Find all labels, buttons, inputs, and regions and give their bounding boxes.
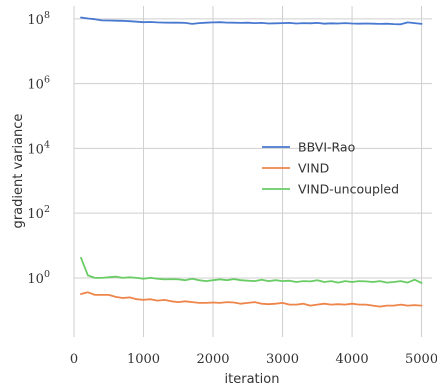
- y-tick-exponent: 0: [44, 269, 50, 280]
- x-tick-label: 1000: [127, 352, 160, 367]
- x-tick-label: 5000: [405, 352, 437, 367]
- y-tick-base: 10: [27, 13, 44, 28]
- y-axis-label: gradient variance: [11, 114, 26, 229]
- y-tick-base: 10: [27, 78, 44, 93]
- y-tick-exponent: 2: [44, 204, 50, 215]
- series-layer: [80, 16, 423, 308]
- y-tick-label: 108: [27, 10, 50, 28]
- legend: BBVI-Rao VIND VIND-uncoupled: [262, 140, 399, 197]
- y-tick-label: 102: [27, 204, 50, 222]
- x-tick-labels: 0 1000 2000 3000 4000 5000: [70, 352, 437, 367]
- y-tick-base: 10: [27, 272, 44, 287]
- y-tick-label: 106: [27, 75, 50, 93]
- series-line-vind: [80, 291, 423, 308]
- y-tick-exponent: 4: [44, 139, 50, 150]
- y-tick-exponent: 6: [44, 75, 50, 86]
- y-tick-label: 104: [27, 139, 50, 157]
- x-tick-label: 3000: [266, 352, 299, 367]
- y-tick-base: 10: [27, 142, 44, 157]
- x-tick-label: 0: [70, 352, 78, 367]
- grid: [73, 6, 432, 337]
- y-tick-exponent: 8: [44, 10, 50, 21]
- legend-label: BBVI-Rao: [298, 140, 355, 155]
- x-axis-label: iteration: [225, 372, 280, 387]
- series-line-vind-uncoupled: [80, 256, 423, 284]
- legend-label: VIND: [298, 161, 329, 176]
- y-tick-base: 10: [27, 207, 44, 222]
- x-tick-label: 2000: [196, 352, 229, 367]
- y-tick-label: 100: [27, 269, 50, 287]
- x-tick-label: 4000: [336, 352, 369, 367]
- series-line-bbvi-rao: [80, 16, 423, 26]
- legend-label: VIND-uncoupled: [298, 182, 399, 197]
